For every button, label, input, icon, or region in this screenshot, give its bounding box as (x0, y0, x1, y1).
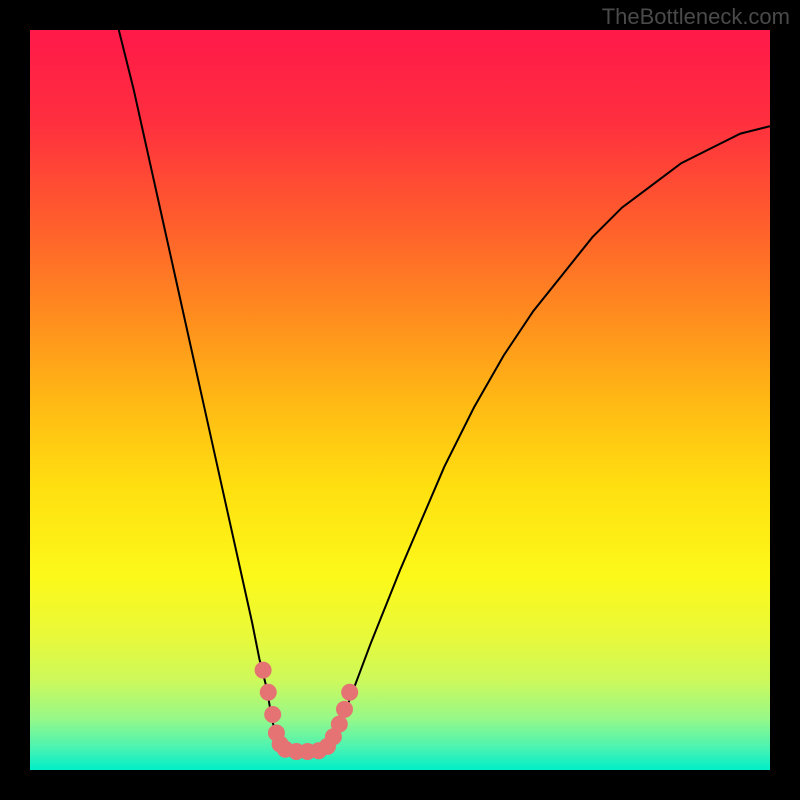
marker-point (265, 707, 281, 723)
watermark-text: TheBottleneck.com (602, 4, 790, 30)
marker-point (331, 716, 347, 732)
plot-area (30, 30, 770, 770)
highlight-markers (30, 30, 770, 770)
marker-point (337, 701, 353, 717)
marker-point (260, 684, 276, 700)
marker-point (342, 684, 358, 700)
marker-point (255, 662, 271, 678)
